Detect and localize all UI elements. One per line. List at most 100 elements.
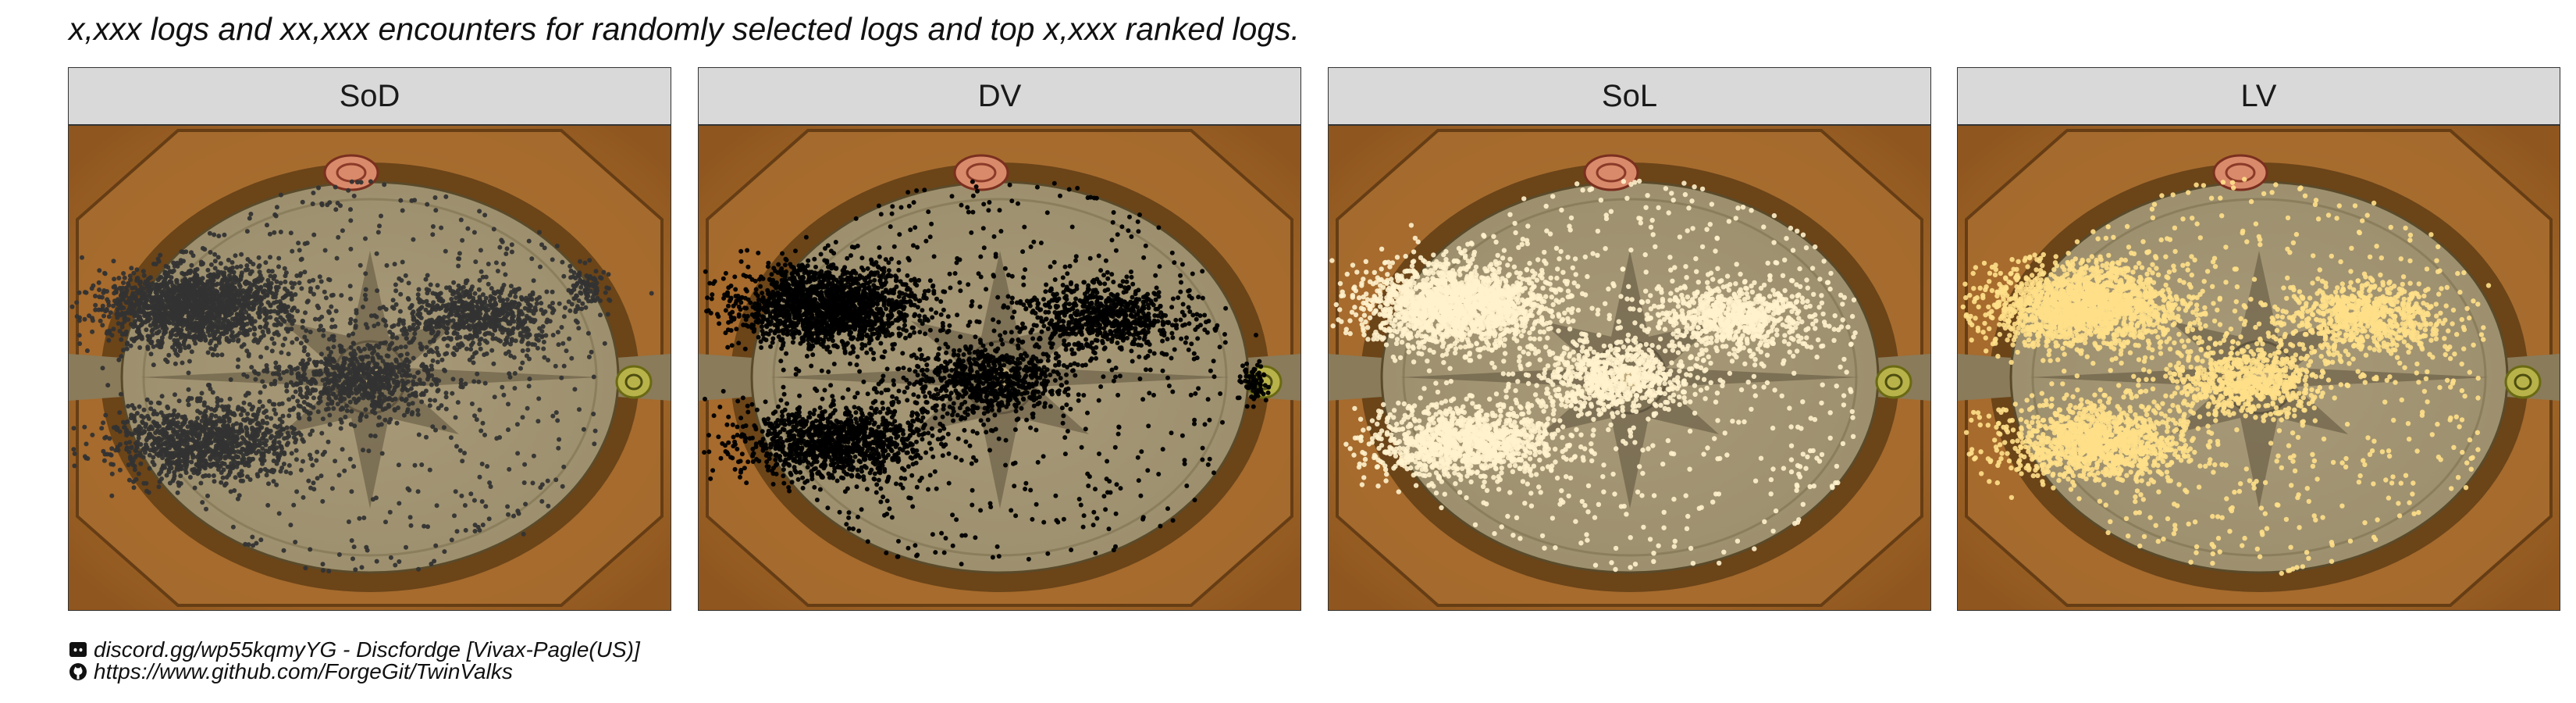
data-point: [437, 316, 443, 321]
data-point: [229, 260, 235, 265]
data-point: [443, 394, 449, 400]
data-point: [407, 393, 412, 398]
data-point: [591, 412, 596, 416]
data-point: [336, 552, 342, 557]
data-point: [176, 433, 181, 438]
data-point: [121, 271, 126, 276]
data-point: [69, 304, 75, 309]
data-point: [393, 396, 398, 401]
data-point: [460, 459, 465, 464]
data-point: [434, 382, 439, 387]
data-point: [303, 566, 308, 571]
data-point: [298, 271, 304, 277]
data-point: [372, 348, 377, 354]
data-point: [119, 305, 124, 311]
data-point: [175, 299, 180, 305]
data-point: [310, 428, 315, 434]
data-point: [297, 248, 302, 253]
data-point: [527, 376, 532, 382]
data-point: [273, 434, 279, 440]
data-point: [155, 330, 160, 336]
data-point: [468, 287, 474, 292]
data-point: [390, 334, 395, 340]
data-point: [541, 311, 546, 316]
data-point: [509, 242, 514, 248]
data-point: [343, 356, 349, 362]
data-point: [186, 294, 191, 299]
data-point: [368, 179, 373, 184]
data-point: [269, 434, 274, 439]
data-point: [569, 355, 575, 361]
data-point: [326, 406, 331, 412]
data-point: [389, 362, 394, 367]
data-point: [162, 465, 167, 470]
data-point: [425, 273, 430, 278]
data-point: [197, 410, 203, 416]
data-point: [165, 359, 170, 365]
data-point: [286, 397, 292, 402]
data-point: [288, 470, 294, 476]
data-point: [492, 327, 497, 333]
data-point: [350, 382, 355, 387]
data-point: [391, 377, 397, 383]
data-point: [428, 282, 433, 287]
data-point: [506, 427, 511, 433]
data-point: [286, 413, 292, 419]
data-point: [418, 316, 424, 320]
data-point: [173, 351, 179, 356]
data-point: [470, 340, 475, 345]
data-point: [322, 361, 328, 366]
data-point: [261, 436, 266, 441]
data-point: [469, 401, 475, 406]
data-point: [119, 332, 125, 337]
data-point: [217, 334, 222, 340]
data-point: [122, 425, 127, 430]
data-point: [342, 360, 347, 366]
data-point: [161, 413, 166, 419]
data-point: [516, 323, 521, 329]
data-point: [230, 466, 236, 471]
data-point: [222, 423, 227, 429]
data-point: [141, 415, 146, 420]
data-point: [479, 428, 484, 434]
data-point: [190, 291, 196, 297]
data-point: [372, 434, 378, 439]
data-point: [233, 276, 237, 281]
data-point: [226, 419, 232, 424]
data-point: [162, 417, 167, 423]
data-point: [319, 314, 325, 319]
data-point: [359, 565, 365, 570]
data-point: [333, 309, 339, 314]
data-point: [441, 425, 447, 430]
data-point: [185, 455, 190, 461]
data-point: [349, 179, 354, 184]
data-point: [118, 391, 123, 397]
data-point: [224, 413, 229, 418]
data-point: [419, 399, 425, 405]
data-point: [321, 327, 326, 333]
data-point: [568, 263, 573, 269]
data-point: [213, 343, 219, 348]
data-point: [349, 409, 354, 414]
data-point: [101, 458, 107, 463]
data-point: [424, 327, 429, 332]
data-point: [463, 381, 468, 387]
data-point: [273, 360, 279, 366]
data-point: [324, 357, 329, 362]
data-point: [320, 562, 326, 567]
data-point: [365, 363, 370, 369]
data-point: [270, 371, 276, 376]
data-point: [402, 359, 407, 365]
data-point: [151, 322, 157, 327]
data-point: [415, 370, 421, 376]
data-point: [325, 202, 330, 208]
data-point: [159, 476, 164, 481]
data-point: [457, 448, 463, 453]
data-point: [397, 369, 402, 375]
data-point: [289, 370, 294, 376]
data-point: [145, 312, 151, 318]
data-point: [568, 275, 574, 280]
data-point: [166, 319, 171, 325]
data-point: [144, 437, 149, 443]
data-point: [222, 419, 227, 424]
